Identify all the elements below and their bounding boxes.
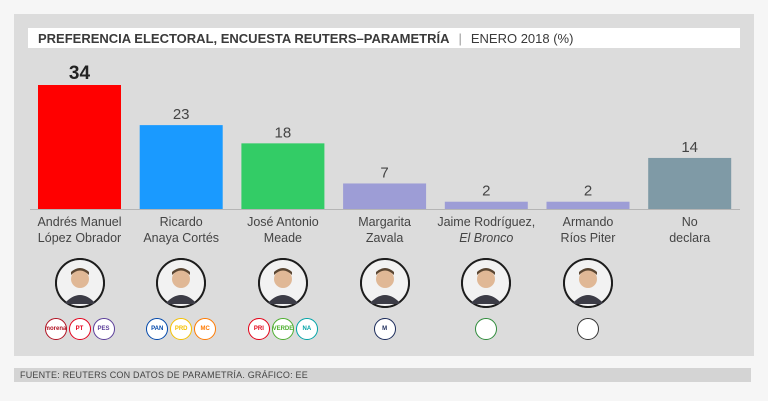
- bar-value-label-3: 7: [380, 164, 388, 181]
- category-label-0-1: López Obrador: [38, 231, 121, 245]
- pes-logo-icon: PES: [92, 318, 115, 340]
- bar-3: [343, 183, 427, 209]
- zavala-m-logo-icon: M: [373, 318, 396, 340]
- category-label-0-0: Andrés Manuel: [37, 215, 121, 229]
- category-label-3-0: Margarita: [358, 215, 411, 229]
- rios-piter-logo-icon: [577, 318, 599, 340]
- source-note: FUENTE: REUTERS CON DATOS DE PARAMETRÍA.…: [14, 368, 751, 382]
- bar-value-label-0: 34: [69, 63, 91, 84]
- bar-value-label-4: 2: [482, 183, 490, 200]
- bar-5: [546, 201, 630, 209]
- bar-1: [139, 125, 223, 209]
- chart-title: PREFERENCIA ELECTORAL, ENCUESTA REUTERS–…: [38, 30, 450, 46]
- pvem-logo-icon: VERDE: [271, 318, 294, 340]
- amlo-portrait-icon: [54, 258, 105, 308]
- category-label-5-1: Ríos Piter: [561, 231, 616, 245]
- party-logos-1: PAN PRD MC: [145, 318, 217, 342]
- panal-logo-icon: NA: [295, 318, 318, 340]
- category-label-6-0: No: [682, 215, 698, 229]
- pri-logo-icon: PRI: [247, 318, 270, 340]
- meade-portrait-icon: [257, 258, 308, 308]
- bar-value-label-5: 2: [584, 183, 592, 200]
- category-label-4-0: Jaime Rodríguez,: [437, 215, 535, 229]
- morena-logo-icon: morena: [44, 318, 67, 340]
- pan-logo-icon: PAN: [146, 318, 169, 340]
- bar-value-label-1: 23: [173, 106, 190, 123]
- category-label-6-1: declara: [669, 231, 710, 245]
- bar-0: [38, 85, 121, 209]
- prd-logo-icon: PRD: [170, 318, 193, 340]
- party-logos-3: M: [373, 318, 397, 342]
- chart-subtitle: ENERO 2018 (%): [470, 30, 574, 46]
- bronco-horse-logo-icon: [475, 318, 498, 340]
- party-logos-0: morena PT PES: [44, 318, 116, 342]
- bar-4: [444, 201, 528, 209]
- mc-logo-icon: MC: [194, 318, 217, 340]
- bar-value-label-6: 14: [681, 139, 698, 156]
- pt-logo-icon: PT: [68, 318, 91, 340]
- chart-title-bar: PREFERENCIA ELECTORAL, ENCUESTA REUTERS–…: [28, 28, 740, 48]
- anaya-portrait-icon: [156, 258, 207, 308]
- category-label-4-1: El Bronco: [459, 231, 513, 245]
- category-label-5-0: Armando: [563, 215, 614, 229]
- bar-value-label-2: 18: [275, 124, 292, 141]
- bar-6: [648, 157, 732, 209]
- title-separator: |: [458, 30, 462, 46]
- party-logos-2: PRI VERDE NA: [247, 318, 319, 342]
- category-label-3-1: Zavala: [366, 231, 404, 245]
- category-label-2-0: José Antonio: [247, 215, 319, 229]
- zavala-portrait-icon: [359, 258, 410, 308]
- party-logos-5: [576, 318, 600, 342]
- category-label-1-0: Ricardo: [160, 215, 203, 229]
- bar-2: [241, 143, 325, 209]
- category-label-1-1: Anaya Cortés: [143, 231, 219, 245]
- category-label-2-1: Meade: [264, 231, 302, 245]
- rios-piter-portrait-icon: [563, 258, 613, 308]
- bronco-portrait-icon: [461, 258, 512, 308]
- party-logos-4: [474, 318, 498, 342]
